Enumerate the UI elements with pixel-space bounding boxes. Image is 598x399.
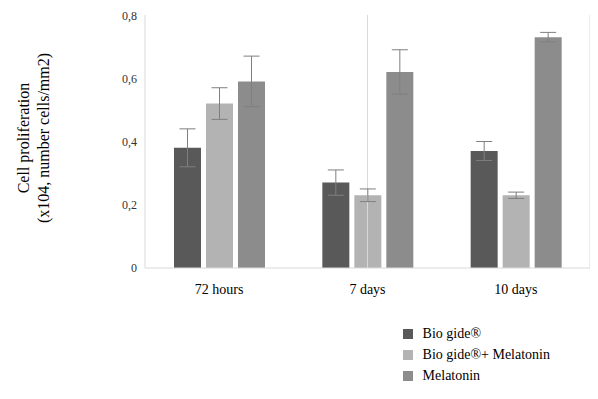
html-text:Cell proliferation: Cell proliferation [15, 82, 32, 194]
svg-text:0,2: 0,2 [122, 198, 137, 212]
svg-text:0,8: 0,8 [122, 9, 137, 23]
svg-text:7 days: 7 days [349, 282, 385, 297]
html-text:Melatonin: Melatonin [422, 367, 481, 383]
html-text:Bio gide®: Bio gide® [422, 325, 481, 341]
svg-text:10 days: 10 days [494, 282, 537, 297]
html-text:Bio gide®+ Melatonin: Bio gide®+ Melatonin [422, 346, 550, 362]
svg-text:72 hours: 72 hours [195, 282, 244, 297]
svg-text:0,4: 0,4 [122, 135, 137, 149]
svg-text:0,6: 0,6 [122, 72, 137, 86]
html-text:(x104, number cells/mm2): (x104, number cells/mm2) [35, 52, 52, 224]
svg-text:0: 0 [131, 261, 137, 275]
